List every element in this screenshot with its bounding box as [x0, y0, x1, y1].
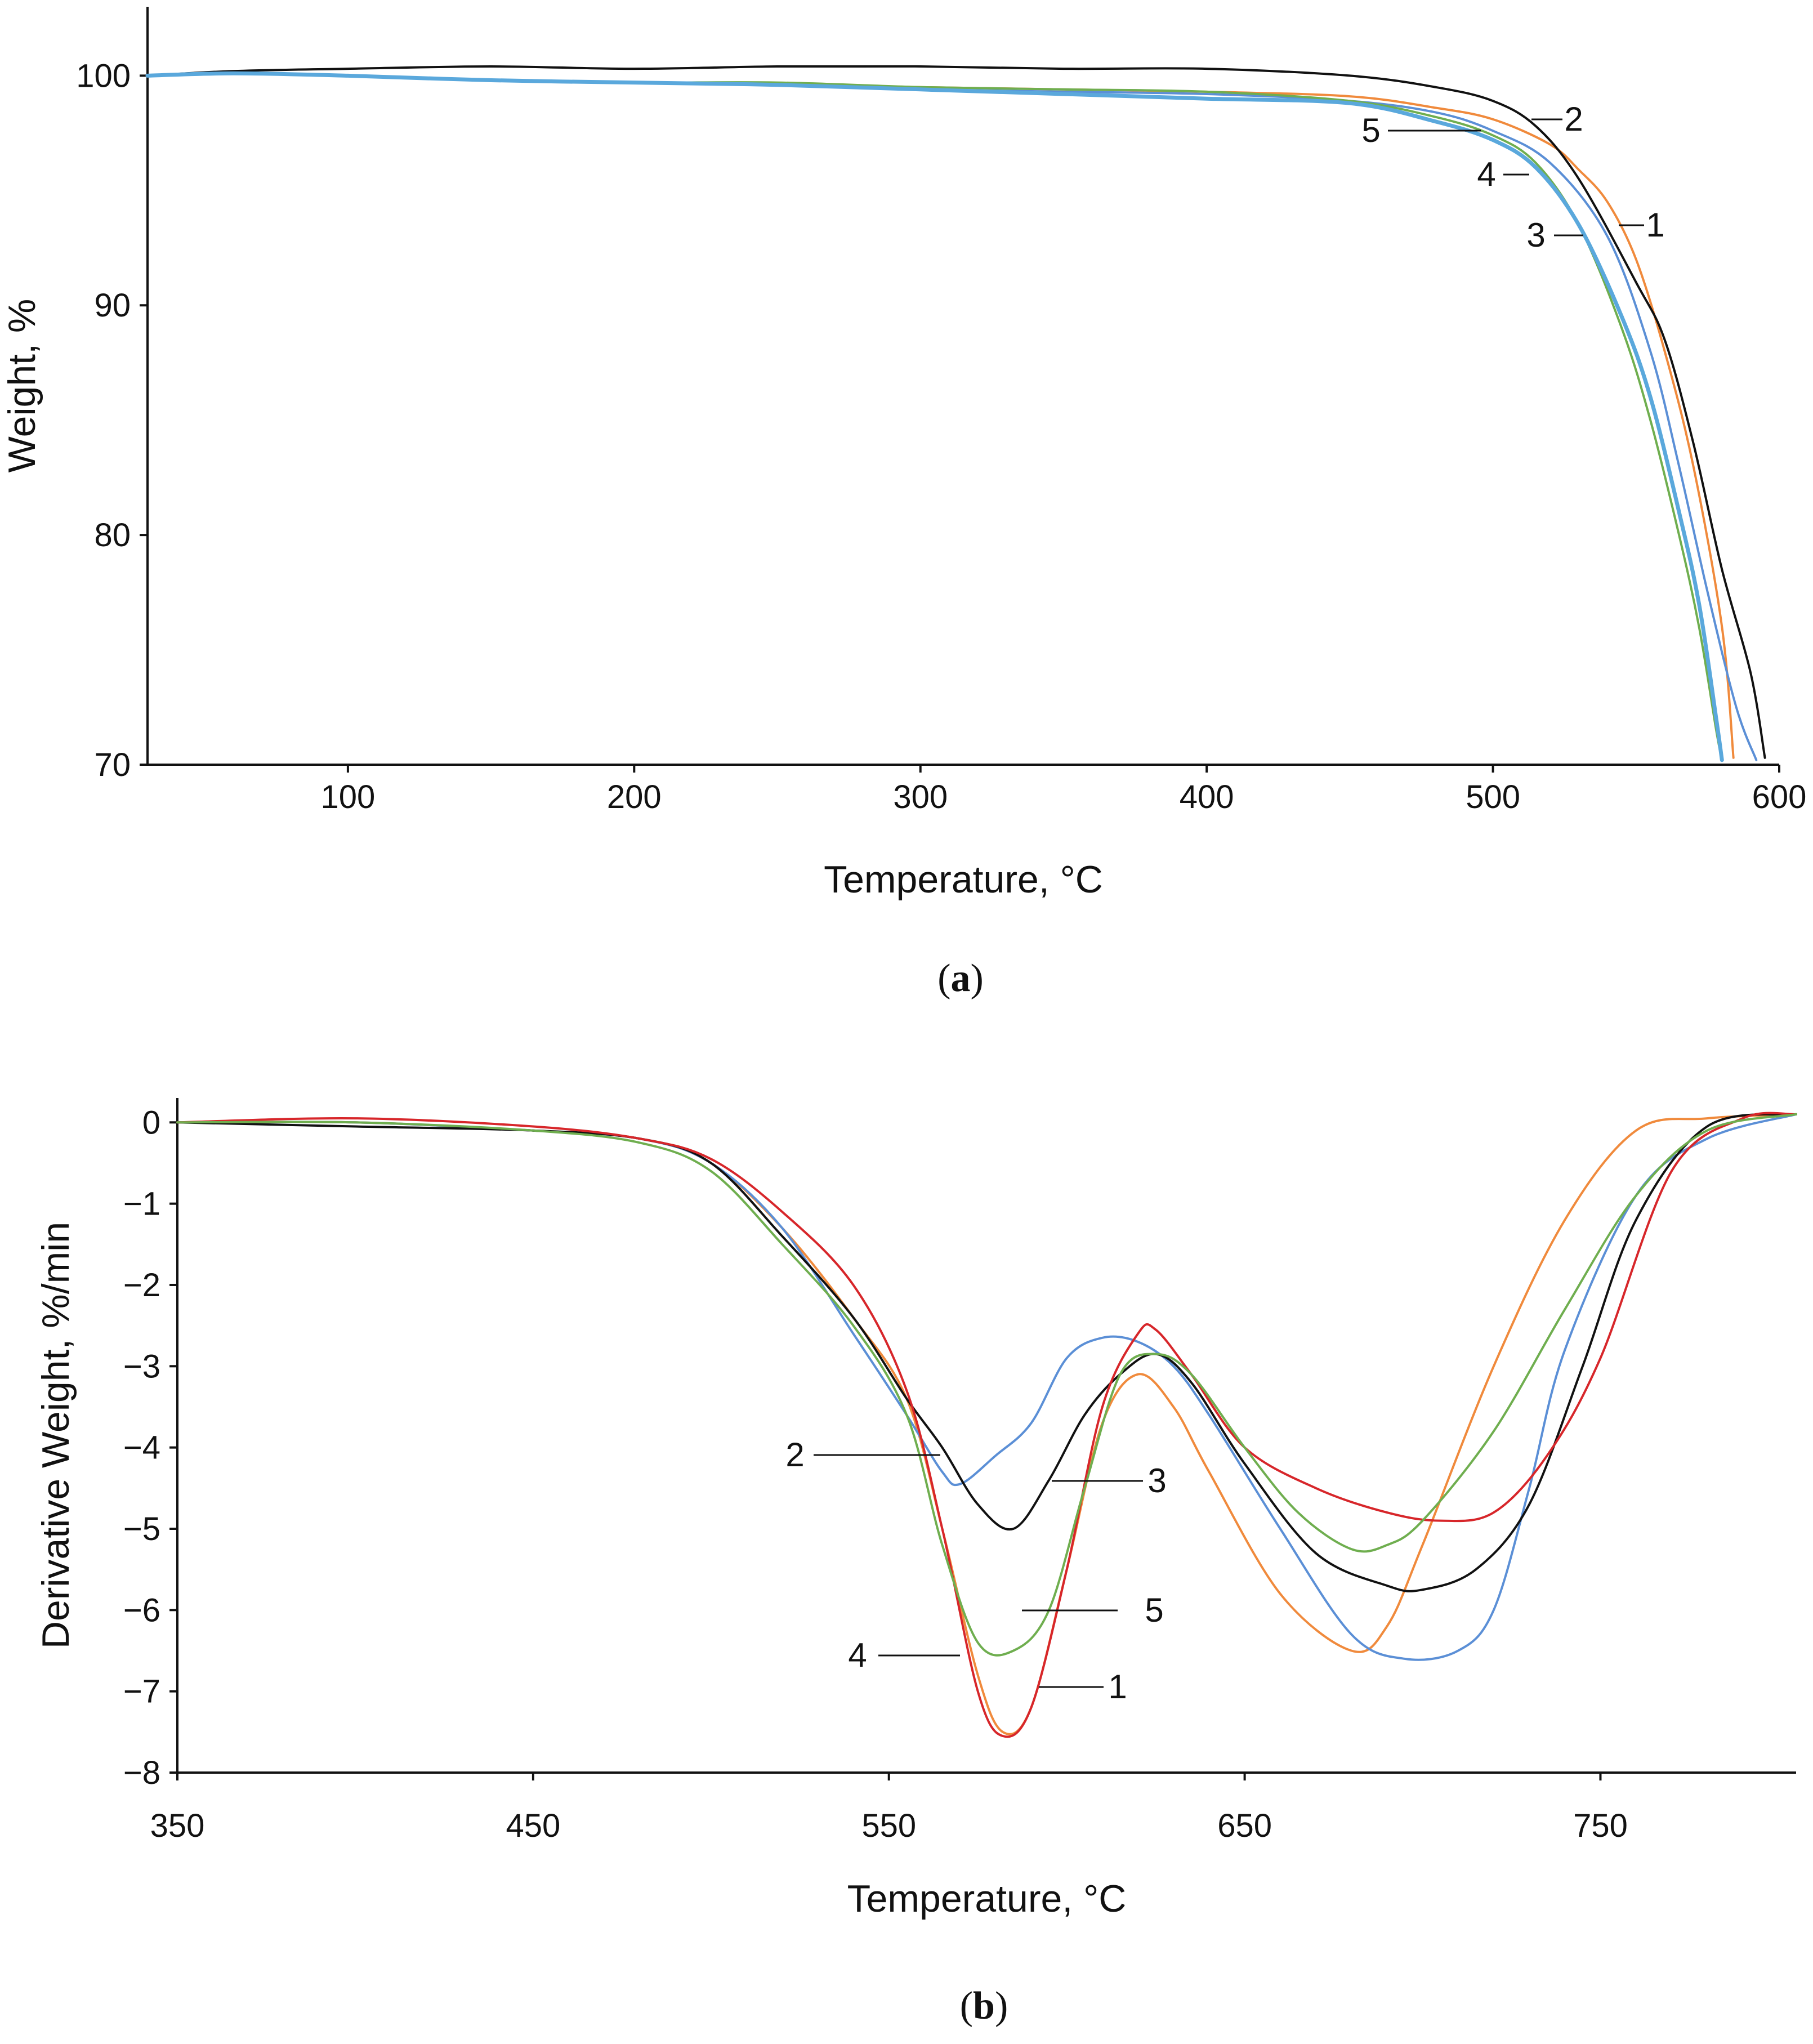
panel-label: (b) — [960, 1984, 1008, 2028]
y-tick-label: −7 — [123, 1673, 160, 1710]
x-axis-title: Temperature, °C — [847, 1877, 1127, 1920]
curve-label-2: 2 — [785, 1436, 804, 1474]
x-tick-label: 450 — [506, 1808, 560, 1844]
curve-label-1: 1 — [1108, 1668, 1127, 1706]
curve-label-4: 4 — [848, 1636, 867, 1674]
y-tick-label: 100 — [76, 57, 131, 94]
y-tick-label: −1 — [123, 1186, 160, 1222]
x-axis-title: Temperature, °C — [824, 858, 1103, 901]
curve-label-3: 3 — [1147, 1462, 1166, 1499]
y-tick-label: −8 — [123, 1755, 160, 1791]
y-tick-label: −2 — [123, 1267, 160, 1304]
series-line-2 — [176, 1113, 1797, 1661]
y-tick-label: −5 — [123, 1511, 160, 1547]
x-tick-label: 600 — [1752, 779, 1807, 815]
x-tick-label: 650 — [1217, 1808, 1272, 1844]
y-tick-label: −4 — [123, 1430, 160, 1466]
panel-b-dtg-chart: 350 450 550 650 750 0 −1 −2 −3 −4 −5 −6 −7 −8 Temperat… — [34, 1098, 1797, 2028]
y-tick-label: 80 — [94, 517, 131, 554]
y-axis-title: Derivative Weight, %/min — [34, 1222, 77, 1649]
curve-label-3: 3 — [1526, 216, 1545, 254]
series-line-3 — [176, 1113, 1797, 1592]
x-tick-label: 350 — [150, 1808, 205, 1844]
x-tick-label: 100 — [321, 779, 376, 815]
x-tick-label: 400 — [1180, 779, 1234, 815]
series-line-5 — [176, 1113, 1797, 1657]
series-line-2 — [146, 65, 1766, 759]
y-tick-label: 0 — [142, 1104, 160, 1141]
y-tick-label: −6 — [123, 1592, 160, 1628]
curve-label-1: 1 — [1646, 206, 1664, 244]
panel-a-tga-chart: 100 200 300 400 500 600 70 80 90 100 Temperature, … — [1, 7, 1806, 1000]
series-line-5 — [145, 71, 1724, 762]
x-tick-label: 300 — [893, 779, 948, 815]
y-tick-label: −3 — [123, 1348, 160, 1385]
x-tick-label: 550 — [861, 1808, 916, 1844]
x-tick-label: 200 — [607, 779, 662, 815]
panel-label: (a) — [937, 957, 984, 1000]
curve-label-4: 4 — [1477, 155, 1495, 193]
y-tick-label: 70 — [94, 747, 131, 783]
series-line-3 — [146, 72, 1758, 761]
series-line-1 — [176, 1113, 1797, 1735]
x-tick-label: 500 — [1466, 779, 1520, 815]
y-axis-title: Weight, % — [1, 299, 43, 473]
y-tick-label: 90 — [94, 287, 131, 324]
curve-label-5: 5 — [1361, 111, 1380, 149]
x-tick-label: 750 — [1573, 1808, 1628, 1844]
curve-label-2: 2 — [1564, 100, 1583, 138]
curve-label-5: 5 — [1145, 1591, 1163, 1629]
series-line-4 — [176, 1112, 1797, 1738]
